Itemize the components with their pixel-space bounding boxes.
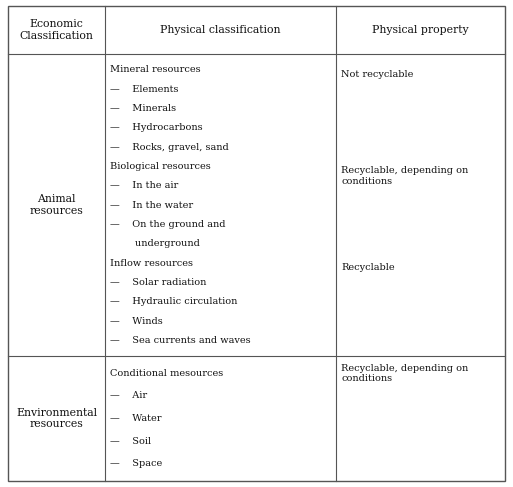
Text: Conditional mesources: Conditional mesources (110, 369, 223, 378)
Text: Not recyclable: Not recyclable (341, 70, 413, 79)
Text: —    Elements: — Elements (110, 85, 179, 94)
Text: Physical property: Physical property (372, 25, 469, 35)
Text: Recyclable: Recyclable (341, 263, 394, 272)
Text: —    Solar radiation: — Solar radiation (110, 278, 206, 287)
Text: —    Water: — Water (110, 414, 162, 423)
Text: Recyclable, depending on
conditions: Recyclable, depending on conditions (341, 364, 468, 383)
Text: —    Winds: — Winds (110, 317, 163, 325)
Text: —    Hydraulic circulation: — Hydraulic circulation (110, 297, 238, 306)
Text: Economic
Classification: Economic Classification (19, 19, 93, 41)
Text: Inflow resources: Inflow resources (110, 259, 193, 267)
Text: —    Sea currents and waves: — Sea currents and waves (110, 336, 250, 345)
Text: —    Soil: — Soil (110, 437, 151, 446)
Text: Animal
resources: Animal resources (30, 194, 83, 216)
Text: Physical classification: Physical classification (160, 25, 281, 35)
Text: Environmental
resources: Environmental resources (16, 408, 97, 430)
Text: Biological resources: Biological resources (110, 162, 211, 171)
Text: underground: underground (110, 239, 200, 248)
Text: Mineral resources: Mineral resources (110, 65, 201, 74)
Text: —    Space: — Space (110, 459, 162, 468)
Text: Recyclable, depending on
conditions: Recyclable, depending on conditions (341, 167, 468, 186)
Text: —    In the air: — In the air (110, 181, 178, 190)
Text: —    On the ground and: — On the ground and (110, 220, 225, 229)
Text: —    In the water: — In the water (110, 201, 193, 209)
Text: —    Minerals: — Minerals (110, 104, 176, 113)
Text: —    Hydrocarbons: — Hydrocarbons (110, 123, 203, 132)
Text: —    Rocks, gravel, sand: — Rocks, gravel, sand (110, 143, 229, 151)
Text: —    Air: — Air (110, 392, 147, 400)
